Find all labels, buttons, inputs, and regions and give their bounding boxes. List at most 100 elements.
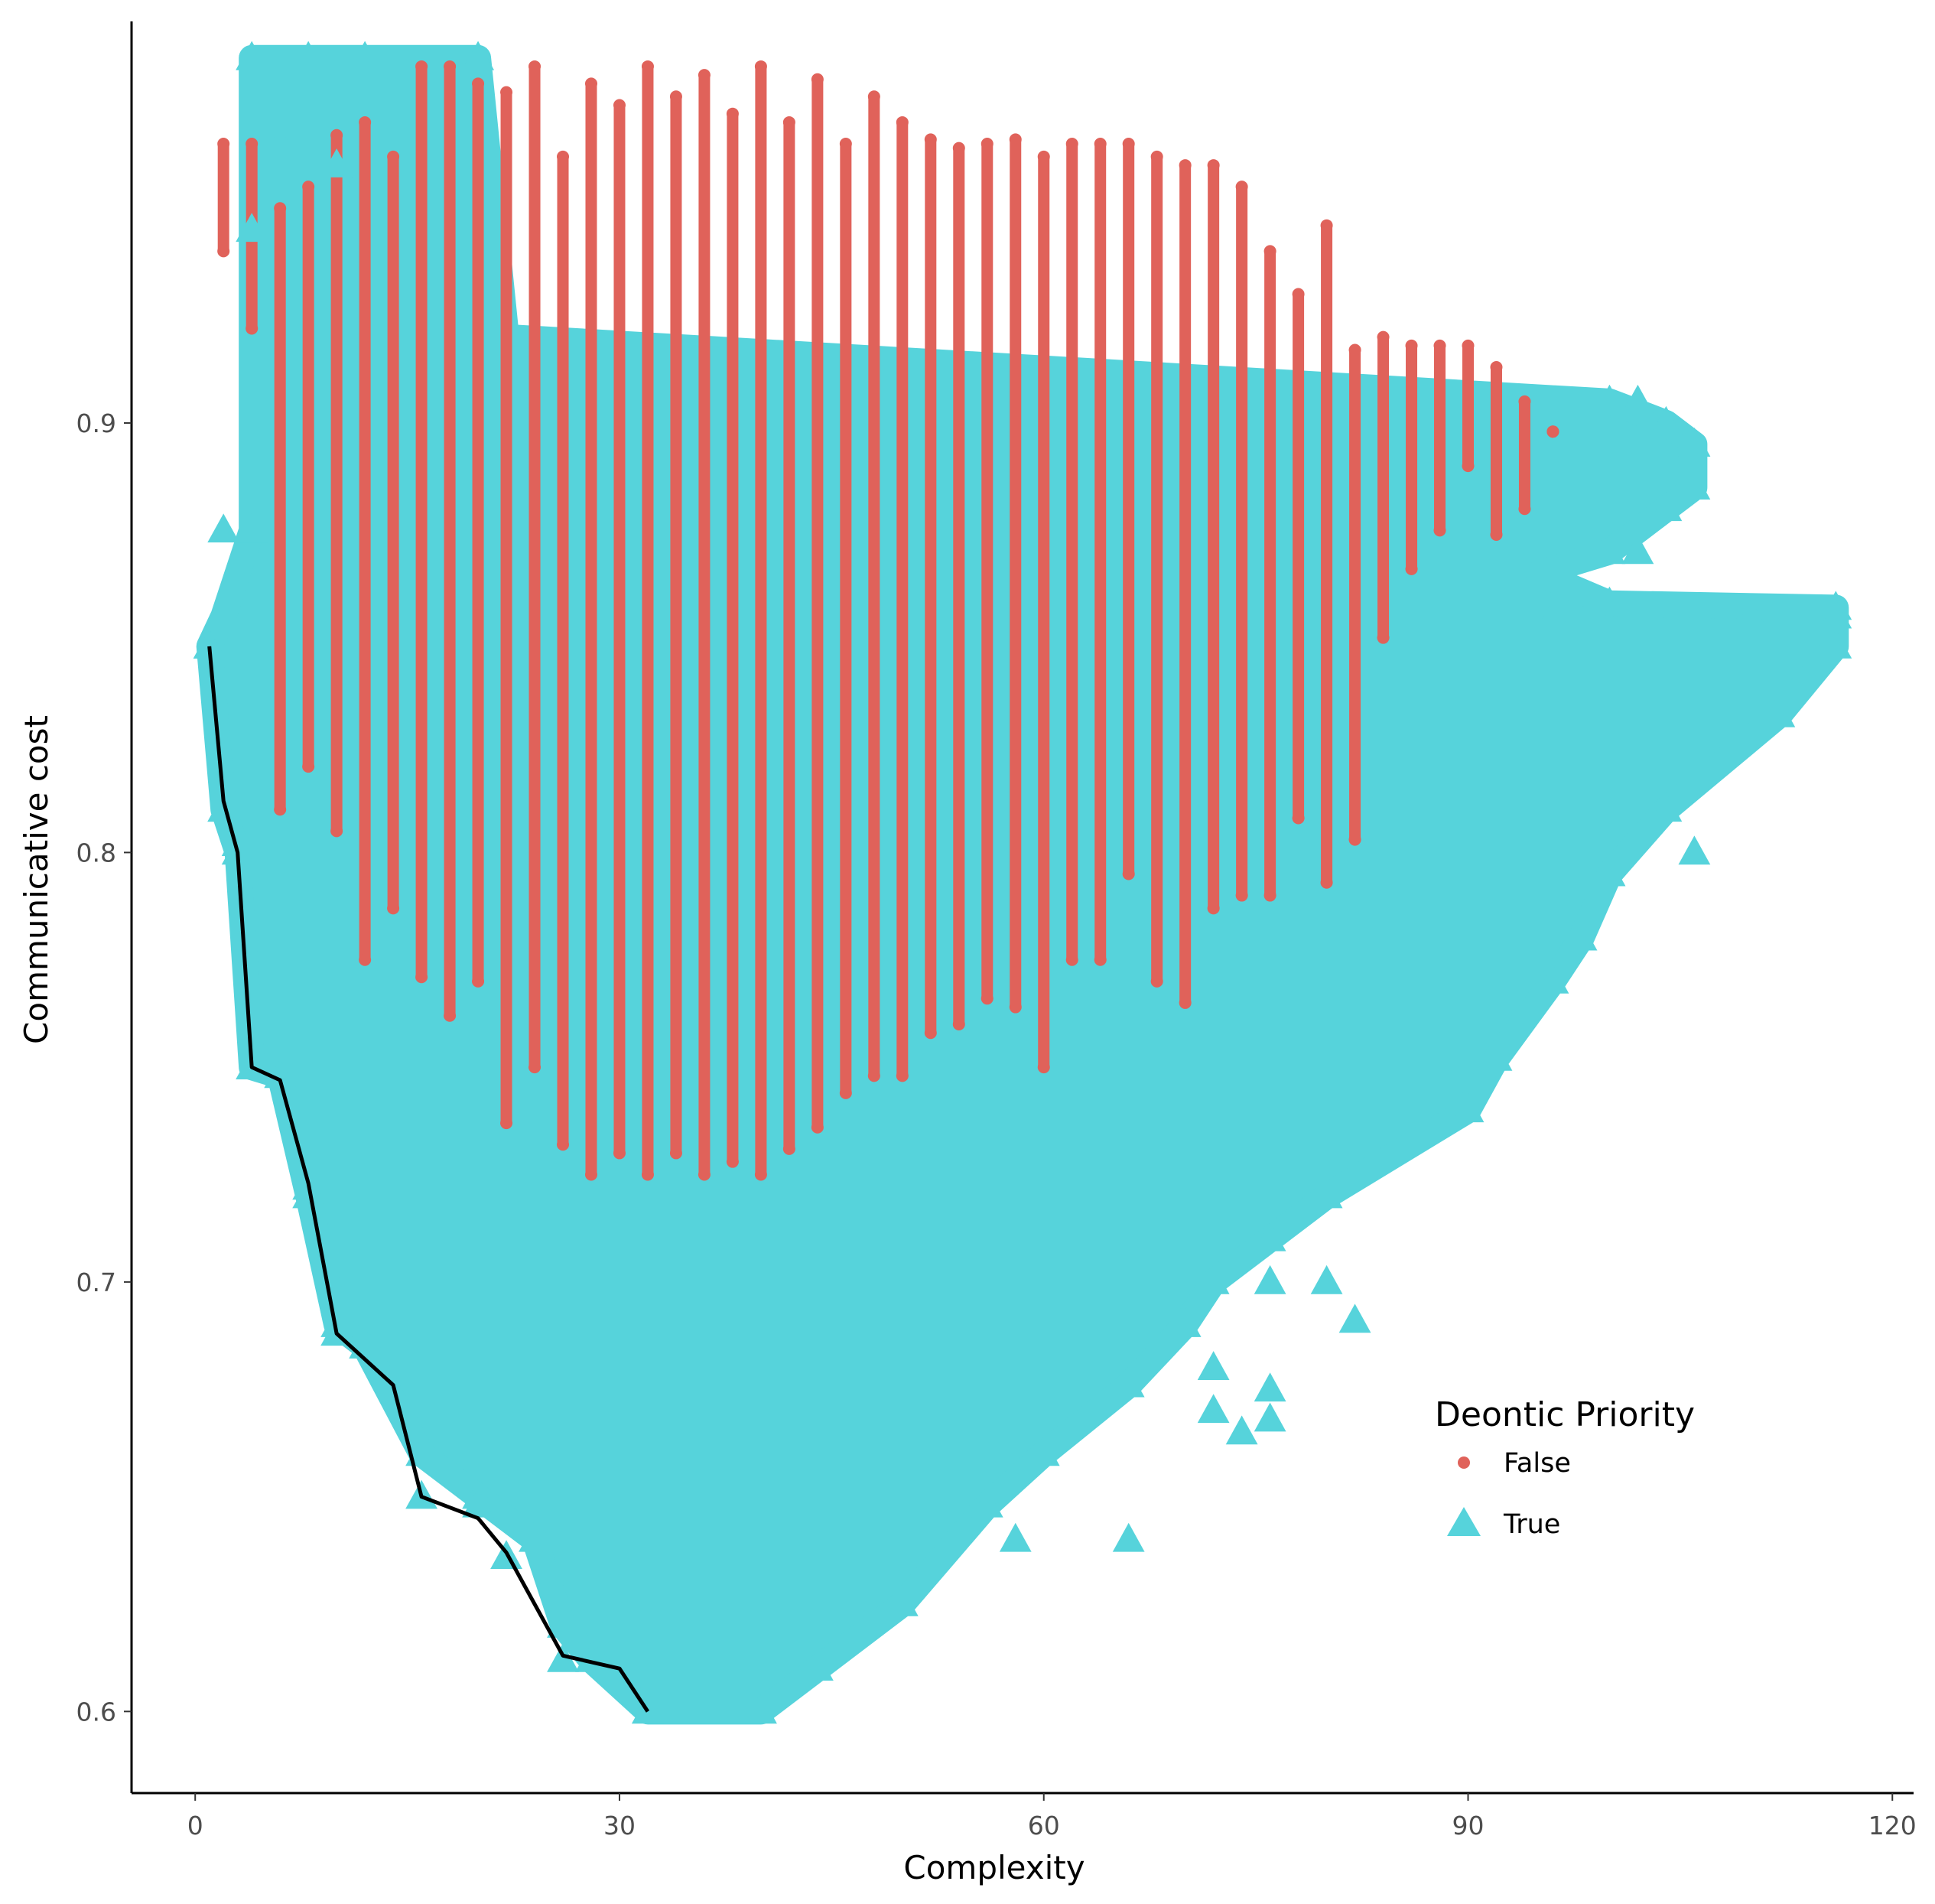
true-series-point	[462, 1488, 494, 1518]
false-series-point	[1235, 181, 1248, 194]
false-series-point	[302, 760, 315, 773]
false-series-point	[613, 99, 626, 112]
true-series-edge-point	[1452, 1093, 1485, 1123]
y-tick-label: 0.7	[76, 1268, 116, 1297]
false-series-point	[1433, 339, 1446, 352]
false-series-point	[415, 60, 428, 73]
false-series-point	[584, 77, 597, 90]
legend-false-marker	[1458, 1456, 1470, 1469]
false-series-point	[811, 73, 824, 86]
false-series-points	[217, 60, 1559, 1181]
false-series-point	[726, 107, 739, 120]
true-series-point	[999, 1522, 1032, 1552]
false-series-point	[754, 1168, 767, 1181]
false-series-point	[952, 1017, 965, 1030]
true-series-edge-point	[886, 1587, 919, 1616]
false-series-point	[613, 1147, 626, 1160]
false-series-point	[1490, 360, 1503, 373]
false-series-point	[839, 1086, 852, 1099]
frontier-line-group	[207, 646, 650, 1713]
false-series-point	[867, 90, 880, 103]
y-tick-label: 0.6	[76, 1697, 116, 1727]
true-series-edge-point	[1254, 1222, 1286, 1251]
false-series-point	[387, 150, 400, 163]
true-series-point	[1112, 1522, 1145, 1552]
false-series-point	[1094, 953, 1107, 966]
false-series-point	[1348, 343, 1361, 356]
true-series-point	[1650, 405, 1683, 435]
false-series-point	[1320, 219, 1333, 232]
false-series-point	[557, 1138, 570, 1151]
false-series-point	[1150, 975, 1163, 988]
true-series-point	[1197, 1351, 1230, 1380]
true-series-point	[1225, 1415, 1258, 1445]
false-series-point	[811, 1121, 824, 1134]
false-series-point	[274, 202, 287, 215]
true-series-point	[462, 41, 494, 70]
false-series-point	[500, 86, 513, 99]
x-tick-label: 0	[187, 1811, 203, 1841]
y-tick-label: 0.8	[76, 838, 116, 867]
false-series-point	[1150, 150, 1163, 163]
false-series-point	[782, 116, 795, 129]
legend-true-marker	[1447, 1507, 1481, 1536]
true-series-point	[236, 213, 268, 242]
frontier-line	[207, 646, 650, 1713]
true-series-point	[1310, 1264, 1343, 1294]
false-series-point	[528, 1061, 541, 1074]
false-series-point	[1490, 528, 1503, 541]
y-axis-title: Communicative cost	[18, 715, 55, 1044]
false-series-point	[246, 138, 259, 151]
false-series-point	[444, 1009, 457, 1022]
true-series-point	[1508, 578, 1541, 607]
false-series-point	[1235, 889, 1248, 902]
true-series-edge-point	[1310, 1179, 1343, 1209]
false-series-point	[924, 1027, 937, 1040]
true-series-edge-point	[971, 1488, 1003, 1518]
false-series-point	[1462, 339, 1475, 352]
false-series-point	[1122, 138, 1135, 151]
false-series-point	[1179, 159, 1192, 172]
false-series-point	[1377, 330, 1390, 343]
legend-false-label: False	[1504, 1448, 1571, 1479]
false-series-point	[584, 1168, 597, 1181]
false-series-point	[1462, 460, 1475, 473]
x-tick-label: 60	[1028, 1811, 1060, 1841]
true-series-edge-point	[1763, 698, 1796, 727]
false-series-point	[726, 1155, 739, 1168]
legend: Deontic Priority False True	[1435, 1395, 1695, 1540]
false-series-point	[1065, 138, 1078, 151]
false-series-point	[782, 1142, 795, 1155]
false-series-point	[698, 1168, 711, 1181]
false-series-point	[1377, 631, 1390, 644]
true-series-edge-point	[1537, 964, 1569, 994]
true-series-edge-point	[1678, 470, 1711, 500]
x-tick-label: 30	[603, 1811, 636, 1841]
false-series-point	[1518, 503, 1531, 516]
true-series-point	[1678, 835, 1711, 865]
false-series-point	[1405, 562, 1418, 575]
false-series-point	[217, 138, 230, 151]
false-series-point	[387, 902, 400, 915]
false-series-point	[359, 953, 372, 966]
true-series-point	[1254, 1402, 1286, 1432]
true-series-point	[1593, 857, 1626, 887]
legend-true-label: True	[1503, 1509, 1560, 1540]
false-series-point	[1405, 339, 1418, 352]
true-series-point	[349, 41, 382, 70]
x-tick-label: 120	[1868, 1811, 1917, 1841]
false-series-point	[839, 138, 852, 151]
true-series-point	[1338, 1304, 1371, 1333]
false-series-point	[867, 1069, 880, 1082]
false-series-point	[641, 1168, 654, 1181]
false-series-point	[1546, 425, 1559, 438]
x-axis-ticks: 0 30 60 90 120	[187, 1793, 1917, 1841]
y-axis-ticks: 0.6 0.7 0.8 0.9	[76, 408, 132, 1727]
true-series-edge-point	[1027, 1437, 1060, 1466]
false-series-point	[669, 1147, 682, 1160]
false-series-point	[1037, 1061, 1050, 1074]
false-series-point	[1292, 288, 1305, 301]
true-series-point	[193, 629, 226, 659]
false-series-point	[1207, 159, 1220, 172]
x-axis-title: Complexity	[903, 1849, 1085, 1886]
